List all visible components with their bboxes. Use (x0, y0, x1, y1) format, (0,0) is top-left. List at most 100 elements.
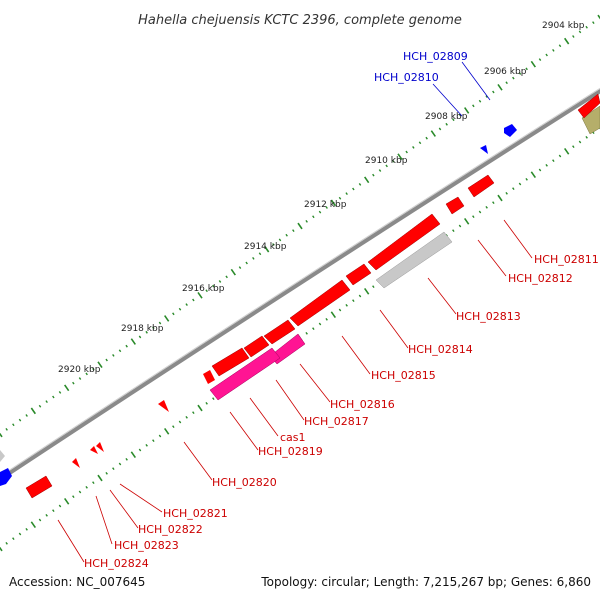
gene-red[interactable] (577, 93, 600, 119)
major-tick (30, 407, 36, 415)
gene-red[interactable] (211, 347, 250, 377)
minor-tick (5, 541, 8, 545)
gene-red[interactable] (263, 319, 296, 345)
outer-scale-track (0, 14, 600, 438)
map-title: Hahella chejuensis KCTC 2396, complete g… (138, 13, 462, 28)
minor-tick (558, 44, 562, 48)
gene-label[interactable]: HCH_02816 (330, 398, 395, 411)
gene-olive[interactable] (581, 105, 600, 135)
gene-gray[interactable] (375, 231, 453, 289)
gene-label[interactable]: HCH_02815 (371, 369, 436, 382)
minor-tick (572, 145, 575, 149)
gene-blue[interactable] (0, 468, 12, 486)
scale-tick-label: 2910 kbp (365, 156, 408, 166)
minor-tick (425, 136, 428, 140)
gene-label[interactable]: HCH_02821 (163, 507, 228, 520)
gene-blue[interactable] (504, 124, 517, 137)
minor-tick (505, 191, 508, 195)
minor-tick (218, 280, 222, 283)
gene-red[interactable] (467, 174, 495, 198)
gene-red[interactable] (90, 446, 98, 454)
minor-tick (58, 391, 62, 394)
gene-red[interactable] (72, 458, 80, 468)
gene-label[interactable]: HCH_02824 (84, 557, 149, 570)
minor-tick (145, 330, 148, 334)
gene-red[interactable] (96, 442, 104, 452)
gene-label[interactable]: HCH_02822 (138, 523, 203, 536)
minor-tick (285, 233, 288, 237)
minor-tick (138, 335, 142, 339)
gene-label[interactable]: HCH_02809 (403, 50, 468, 63)
minor-tick (525, 67, 528, 71)
gene-red[interactable] (367, 213, 441, 271)
minor-tick (78, 490, 82, 494)
minor-tick (18, 532, 22, 536)
minor-tick (325, 206, 328, 209)
major-tick (330, 311, 336, 318)
minor-tick (578, 30, 582, 34)
major-tick (497, 194, 503, 202)
label-leaders (57, 61, 533, 563)
gene-label[interactable]: HCH_02820 (212, 476, 277, 489)
gene-red[interactable] (25, 475, 53, 499)
gene-gray[interactable] (0, 450, 5, 462)
minor-tick (212, 397, 215, 401)
major-tick (164, 315, 170, 322)
scale-tick-label: 2914 kbp (244, 242, 287, 252)
major-tick (130, 451, 136, 458)
genome-stats-text: Topology: circular; Length: 7,215,267 bp… (260, 575, 591, 589)
minor-tick (552, 159, 555, 163)
minor-tick (492, 90, 495, 94)
major-tick (0, 432, 3, 438)
gene-label[interactable]: HCH_02819 (258, 445, 323, 458)
minor-tick (558, 154, 562, 158)
minor-tick (185, 303, 188, 306)
minor-tick (458, 113, 462, 117)
gene-red[interactable] (289, 279, 351, 327)
genes-forward (0, 93, 600, 486)
minor-tick (578, 140, 582, 144)
minor-tick (372, 285, 375, 289)
major-tick (530, 60, 536, 68)
minor-tick (252, 256, 255, 260)
gene-red[interactable] (243, 335, 270, 358)
gene-label[interactable]: HCH_02810 (374, 71, 439, 84)
minor-tick (178, 307, 182, 311)
major-tick (0, 546, 3, 552)
gene-label[interactable]: HCH_02811 (534, 253, 599, 266)
minor-tick (72, 495, 75, 499)
minor-tick (312, 215, 315, 219)
gene-label[interactable]: cas1 (280, 431, 306, 444)
minor-tick (478, 99, 482, 103)
major-tick (230, 268, 236, 276)
gene-red[interactable] (345, 263, 372, 286)
gene-blue[interactable] (480, 145, 488, 154)
gene-label[interactable]: HCH_02817 (304, 415, 369, 428)
minor-tick (505, 81, 508, 85)
minor-tick (105, 471, 108, 475)
minor-tick (512, 76, 515, 80)
minor-tick (258, 252, 262, 256)
major-tick (197, 404, 203, 412)
minor-tick (352, 187, 355, 191)
major-tick (464, 218, 470, 225)
minor-tick (58, 504, 62, 508)
gene-magenta[interactable] (209, 347, 281, 401)
minor-tick (38, 404, 42, 408)
major-tick (397, 153, 403, 160)
minor-tick (318, 210, 322, 214)
gene-label[interactable]: HCH_02813 (456, 310, 521, 323)
gene-label[interactable]: HCH_02814 (408, 343, 473, 356)
gene-label[interactable]: HCH_02812 (508, 272, 573, 285)
gene-red[interactable] (158, 400, 169, 412)
minor-tick (345, 303, 348, 307)
scale-tick-label: 2916 kbp (182, 284, 225, 294)
minor-tick (385, 164, 388, 168)
genome-backbone (0, 88, 600, 482)
minor-tick (212, 284, 215, 288)
gene-label[interactable]: HCH_02823 (114, 539, 179, 552)
gene-red[interactable] (445, 196, 465, 215)
gene-red[interactable] (203, 370, 215, 384)
minor-tick (345, 192, 348, 196)
